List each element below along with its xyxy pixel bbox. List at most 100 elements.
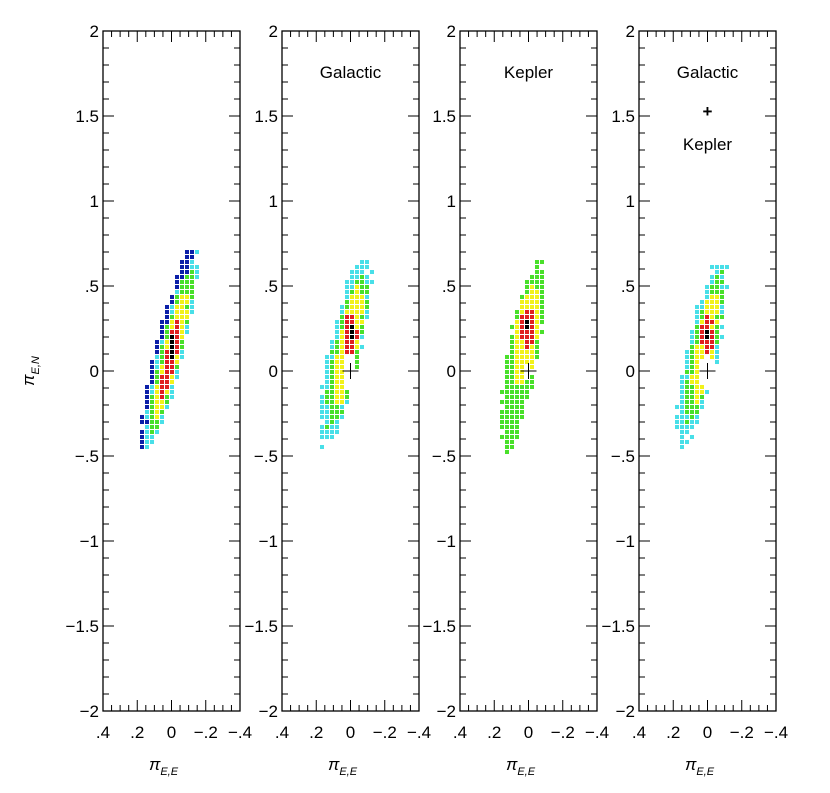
data-point	[345, 395, 349, 399]
data-point	[340, 355, 344, 359]
data-point	[515, 345, 519, 349]
data-point	[720, 290, 724, 294]
data-point	[705, 340, 709, 344]
data-point	[520, 395, 524, 399]
data-point	[190, 250, 194, 254]
data-point	[160, 330, 164, 334]
data-point	[340, 350, 344, 354]
data-point	[330, 425, 334, 429]
data-point	[685, 390, 689, 394]
y-tick-label: 2	[626, 22, 635, 41]
data-point	[340, 410, 344, 414]
data-point	[320, 430, 324, 434]
y-tick-label: 0	[626, 362, 635, 381]
data-point	[165, 310, 169, 314]
y-ticks	[103, 30, 240, 712]
data-point	[335, 380, 339, 384]
data-point	[540, 275, 544, 279]
data-point	[530, 310, 534, 314]
data-point	[185, 260, 189, 264]
data-point	[350, 310, 354, 314]
data-point	[175, 375, 179, 379]
data-point	[695, 310, 699, 314]
data-point	[175, 285, 179, 289]
y-tick-label: −1.5	[601, 617, 635, 636]
data-point	[335, 395, 339, 399]
data-point	[520, 305, 524, 309]
data-point	[170, 350, 174, 354]
data-point	[180, 290, 184, 294]
data-point	[535, 335, 539, 339]
data-point	[520, 295, 524, 299]
data-point	[505, 355, 509, 359]
data-point	[695, 385, 699, 389]
data-point	[190, 305, 194, 309]
data-point	[690, 420, 694, 424]
data-point	[145, 425, 149, 429]
data-point	[165, 330, 169, 334]
data-point	[690, 400, 694, 404]
y-tick-label: −1.5	[65, 617, 99, 636]
x-tick-label: −.2	[194, 723, 218, 742]
data-point	[510, 425, 514, 429]
data-point	[715, 270, 719, 274]
data-point	[365, 315, 369, 319]
data-point	[515, 410, 519, 414]
data-point	[185, 305, 189, 309]
data-point	[680, 425, 684, 429]
data-point	[690, 345, 694, 349]
data-point	[505, 390, 509, 394]
data-point	[180, 320, 184, 324]
data-point	[150, 380, 154, 384]
data-point	[165, 315, 169, 319]
data-point	[720, 280, 724, 284]
data-point	[690, 425, 694, 429]
x-tick-label: 0	[703, 723, 712, 742]
data-point	[710, 265, 714, 269]
data-point	[335, 340, 339, 344]
x-axis-label: πE,E	[685, 755, 715, 778]
data-point	[530, 275, 534, 279]
data-point	[155, 340, 159, 344]
data-point	[705, 305, 709, 309]
panel-2: .4.2 0 −.2 −.421.51.50−.5−1−1.5−2GalacticπE…	[244, 22, 431, 778]
data-point	[715, 360, 719, 364]
data-point	[520, 385, 524, 389]
y-tick-label: 1.5	[432, 107, 456, 126]
data-point	[520, 310, 524, 314]
data-point	[690, 415, 694, 419]
data-point	[325, 390, 329, 394]
data-point	[695, 340, 699, 344]
data-point	[330, 415, 334, 419]
data-point	[695, 400, 699, 404]
data-point	[325, 410, 329, 414]
data-point	[515, 400, 519, 404]
data-point	[190, 295, 194, 299]
data-point	[360, 295, 364, 299]
data-point	[685, 420, 689, 424]
data-point	[715, 345, 719, 349]
data-point	[345, 290, 349, 294]
data-point	[685, 400, 689, 404]
data-point	[710, 315, 714, 319]
data-point	[170, 295, 174, 299]
data-point	[520, 320, 524, 324]
data-point	[540, 315, 544, 319]
data-point	[695, 315, 699, 319]
data-point	[355, 295, 359, 299]
data-point	[505, 365, 509, 369]
data-point	[170, 305, 174, 309]
data-point	[345, 315, 349, 319]
data-point	[690, 350, 694, 354]
data-point	[680, 405, 684, 409]
y-tick-label: −1	[616, 532, 635, 551]
data-point	[515, 395, 519, 399]
data-point	[165, 370, 169, 374]
data-point	[330, 340, 334, 344]
data-point	[535, 345, 539, 349]
data-point	[540, 260, 544, 264]
data-point	[185, 285, 189, 289]
data-point	[535, 265, 539, 269]
data-point	[355, 335, 359, 339]
data-point	[195, 270, 199, 274]
